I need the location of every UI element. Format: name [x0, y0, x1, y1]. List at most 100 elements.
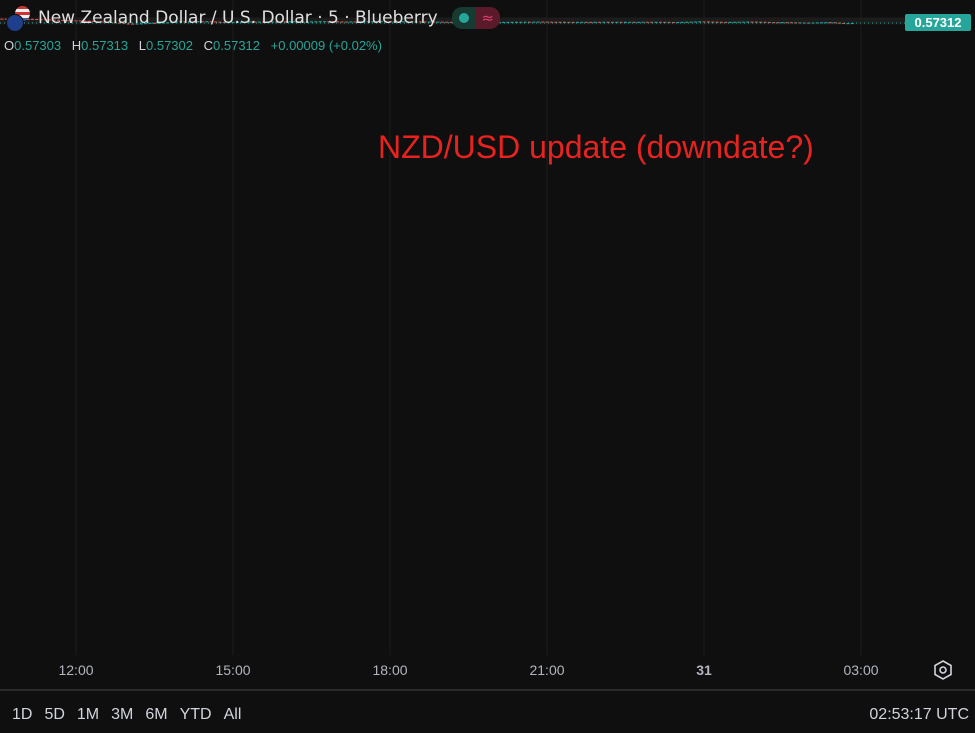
- candle-body: [523, 21, 527, 23]
- candle-body: [61, 20, 65, 22]
- candle-body: [811, 22, 815, 24]
- candle-body: [449, 21, 453, 23]
- candle-body: [43, 19, 47, 21]
- candle-body: [724, 21, 728, 23]
- candle-body: [253, 21, 257, 23]
- candle-body: [270, 21, 274, 23]
- candle-body: [336, 21, 340, 23]
- candle-body: [235, 21, 239, 23]
- candle-body: [139, 23, 143, 25]
- candle-body: [353, 21, 357, 23]
- grid: [0, 0, 905, 655]
- candle-body: [349, 21, 353, 23]
- candle-body: [340, 21, 344, 23]
- market-open-dot-icon: [451, 7, 476, 29]
- chart-legend[interactable]: New Zealand Dollar / U.S. Dollar · 5 · B…: [6, 6, 500, 32]
- candle-body: [615, 21, 619, 23]
- candle-body: [554, 21, 558, 23]
- candle-body: [174, 21, 178, 23]
- candle-body: [87, 20, 91, 22]
- range-all[interactable]: All: [223, 706, 242, 723]
- candle-body: [828, 22, 832, 24]
- candle-body: [528, 21, 532, 23]
- candle-body: [702, 21, 706, 23]
- candle-body: [179, 21, 183, 23]
- candle-body: [344, 21, 348, 23]
- candle-body: [436, 21, 440, 23]
- candle-body: [545, 21, 549, 23]
- candle-body: [83, 20, 87, 22]
- candle-body: [619, 21, 623, 23]
- candle-body: [706, 21, 710, 23]
- candle-body: [824, 22, 828, 24]
- candle-body: [606, 21, 610, 23]
- candle-body: [842, 22, 846, 24]
- candle-body: [711, 21, 715, 23]
- candle-body: [0, 18, 4, 20]
- candle-body: [231, 21, 235, 23]
- candle-body: [105, 21, 109, 23]
- candle-body: [357, 21, 361, 23]
- candle-body: [397, 21, 401, 23]
- range-5d[interactable]: 5D: [44, 706, 65, 723]
- utc-clock[interactable]: 02:53:17 UTC: [869, 706, 969, 723]
- candle-body: [423, 21, 427, 23]
- candle-body: [170, 22, 174, 24]
- candle-body: [741, 21, 745, 23]
- candle-body: [794, 22, 798, 24]
- candle-body: [371, 21, 375, 23]
- time-tick-label: 15:00: [215, 662, 251, 678]
- candle-body: [558, 21, 562, 23]
- candle-body: [35, 19, 39, 21]
- candle-body: [292, 21, 296, 23]
- candle-body: [589, 21, 593, 23]
- range-buttons: 1D 5D 1M 3M 6M YTD All: [12, 706, 241, 724]
- candle-body: [96, 21, 100, 23]
- candle-body: [676, 22, 680, 24]
- candle-body: [118, 22, 122, 24]
- candle-body: [296, 21, 300, 23]
- candle-body: [798, 22, 802, 24]
- candlestick-chart[interactable]: [0, 0, 975, 689]
- candle-body: [52, 19, 56, 21]
- candle-body: [663, 21, 667, 23]
- candle-body: [759, 21, 763, 23]
- candle-body: [689, 21, 693, 23]
- candle-body: [667, 21, 671, 23]
- candle-body: [414, 21, 418, 23]
- time-tick-label: 18:00: [372, 662, 408, 678]
- range-3m[interactable]: 3M: [111, 706, 134, 723]
- candle-body: [70, 20, 74, 22]
- candle-body: [122, 23, 126, 25]
- candle-body: [602, 21, 606, 23]
- symbol-title[interactable]: New Zealand Dollar / U.S. Dollar · 5 · B…: [38, 8, 438, 28]
- range-1m[interactable]: 1M: [76, 706, 100, 723]
- candle-body: [166, 22, 170, 24]
- range-6m[interactable]: 6M: [145, 706, 168, 723]
- candle-body: [715, 21, 719, 23]
- status-pill[interactable]: ≈: [451, 7, 500, 29]
- candle-body: [519, 21, 523, 23]
- candle-body: [135, 23, 139, 25]
- candle-body: [214, 21, 218, 23]
- candle-body: [763, 21, 767, 23]
- candle-body: [283, 21, 287, 23]
- close-value: 0.57312: [213, 38, 261, 53]
- candle-body: [161, 22, 165, 24]
- candle-body: [610, 21, 614, 23]
- time-tick-label: 31: [696, 662, 712, 678]
- candle-body: [650, 21, 654, 23]
- candle-body: [205, 21, 209, 23]
- time-tick-label: 03:00: [843, 662, 879, 678]
- candle-body: [222, 21, 226, 23]
- candle-body: [126, 23, 130, 25]
- settings-icon[interactable]: [933, 660, 953, 680]
- candle-body: [833, 22, 837, 24]
- candle-body: [501, 21, 505, 23]
- candle-body: [693, 21, 697, 23]
- range-1d[interactable]: 1D: [12, 706, 33, 723]
- candle-body: [410, 21, 414, 23]
- candle-body: [549, 21, 553, 23]
- range-ytd[interactable]: YTD: [179, 706, 212, 723]
- candle-body: [746, 21, 750, 23]
